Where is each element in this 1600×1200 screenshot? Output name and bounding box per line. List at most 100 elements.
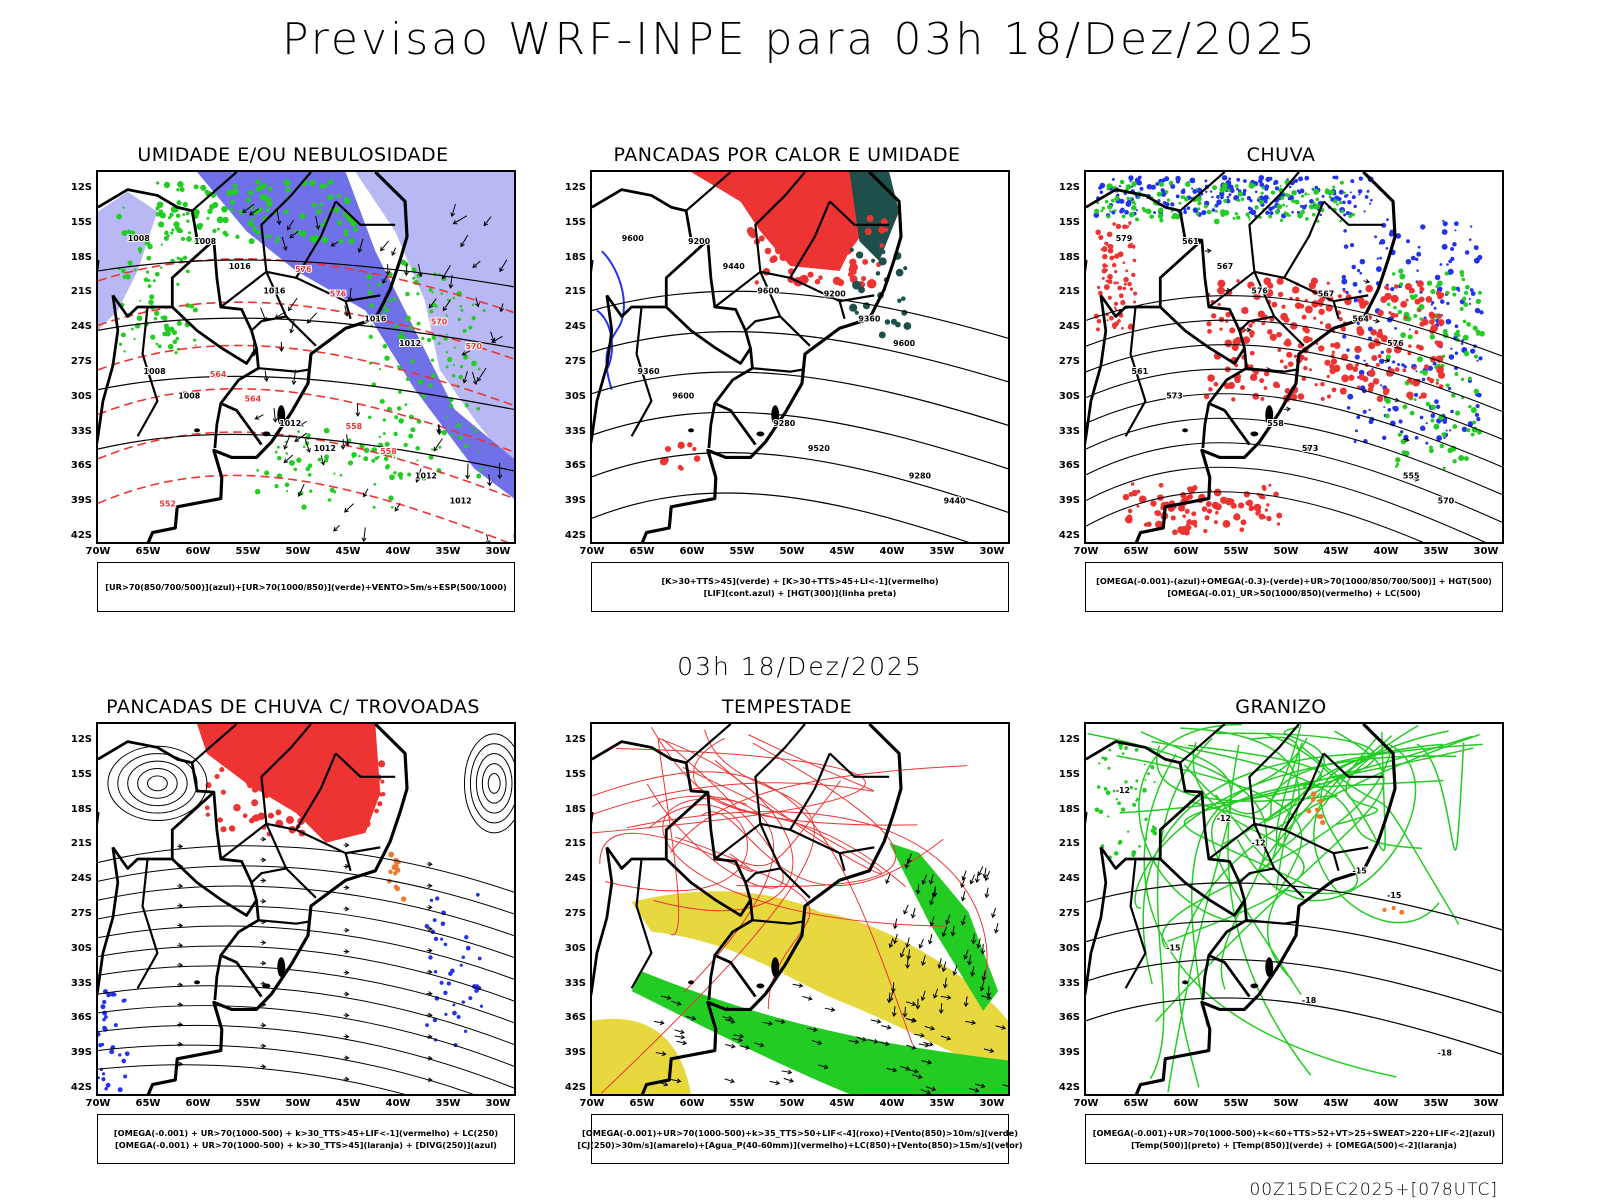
temp850-contour	[1107, 815, 1110, 818]
rain-area-low-level	[1337, 294, 1342, 299]
border-line	[714, 200, 831, 308]
rain-area-low-level	[1117, 285, 1123, 291]
low-level-humidity	[137, 246, 143, 252]
rain-area-low-level	[1292, 286, 1300, 294]
thunderstorm-area	[271, 770, 277, 775]
wind-vector	[982, 943, 984, 954]
rain-area-omega-strong	[1311, 212, 1316, 217]
low-level-humidity	[121, 230, 128, 237]
lc850-streamline	[736, 742, 897, 887]
wind-vector	[894, 918, 898, 929]
lc850-streamline	[627, 811, 988, 985]
rain-area-low-level	[1118, 293, 1124, 299]
streamline-arrow	[178, 923, 184, 928]
rain-area-omega-strong	[1213, 218, 1220, 225]
rain-area-low-level	[1208, 387, 1213, 392]
low-level-humidity	[248, 238, 255, 245]
lat-tick-label: 21S	[70, 838, 92, 850]
low-level-humidity	[179, 257, 184, 262]
wind-vector	[475, 302, 480, 308]
rain-area-low-level	[1404, 315, 1408, 320]
divergence-area	[446, 981, 452, 986]
low-level-humidity	[149, 294, 155, 300]
low-level-humidity	[470, 426, 474, 429]
rain-area-low-level	[1096, 327, 1100, 332]
rain-area-low-level	[1281, 304, 1286, 309]
rain-area-low-level	[1109, 315, 1114, 321]
low-level-humidity	[284, 482, 290, 488]
wind-vector	[304, 438, 310, 453]
rain-area-omega-strong	[1454, 372, 1459, 376]
wind-vector	[932, 892, 938, 898]
wind-vector	[442, 306, 448, 312]
streamline-arrow	[178, 1041, 184, 1047]
temp850-contour	[1177, 733, 1480, 1088]
low-level-humidity	[123, 350, 126, 353]
rain-area-omega	[1420, 224, 1426, 230]
wind-vector	[910, 913, 916, 919]
low-level-humidity	[212, 228, 217, 234]
lon-tick-label: 40W	[385, 546, 411, 557]
low-level-humidity	[445, 351, 449, 354]
wind-vector	[490, 331, 495, 342]
wind-vector	[876, 1018, 882, 1024]
panel-legend: [OMEGA(-0.001) + UR>70(1000-500) + k>30_…	[97, 1114, 515, 1164]
border-line	[605, 791, 709, 870]
legend-line: [OMEGA(-0.001) + UR>70(1000-500) + k>30_…	[113, 1128, 499, 1138]
convection-area	[660, 458, 668, 465]
rain-area-low-level	[1271, 301, 1278, 308]
rain-area-low-level	[1303, 335, 1311, 344]
border-line	[344, 300, 352, 320]
wind-vector	[861, 1037, 867, 1042]
rain-area-omega-strong	[1410, 294, 1416, 301]
omega-area	[1316, 814, 1322, 819]
low-level-humidity	[285, 489, 289, 493]
rain-area-low-level	[1207, 374, 1215, 382]
wind-vector	[924, 1042, 930, 1048]
convection-area	[809, 221, 818, 230]
low-level-humidity	[226, 189, 233, 196]
lon-tick-label: 50W	[285, 1098, 311, 1109]
wind-vector	[911, 1001, 917, 1007]
wind-vector	[730, 1019, 736, 1024]
low-level-humidity	[388, 495, 394, 501]
streamline-arrow	[1303, 447, 1310, 450]
low-level-humidity	[264, 196, 271, 203]
temp850-contour	[1117, 802, 1120, 805]
low-level-humidity	[179, 187, 185, 192]
wind-vector	[345, 441, 350, 447]
contour-label: 561	[1132, 367, 1149, 376]
streamline-arrow	[428, 947, 433, 953]
low-level-humidity	[373, 482, 377, 486]
rain-area-omega	[1273, 179, 1279, 185]
streamline-arrow	[428, 1055, 433, 1061]
temp500-contour	[1086, 882, 1502, 931]
rain-area-omega-strong	[1203, 204, 1208, 209]
lat-tick-label: 15S	[564, 216, 586, 228]
wind-vector	[889, 937, 894, 948]
temp850-contour	[1300, 745, 1460, 925]
lat-tick-label: 42S	[70, 530, 92, 541]
rain-area-low-level	[1155, 520, 1163, 529]
hgt300-contour	[592, 331, 1008, 383]
rain-area-low-level	[1276, 277, 1284, 285]
rain-area-low-level	[1240, 519, 1247, 526]
rain-area-omega-strong	[1313, 203, 1320, 210]
thickness-contour	[98, 474, 509, 542]
border-line	[265, 271, 317, 347]
border-line	[665, 306, 752, 365]
rain-area-low-level	[1224, 319, 1229, 323]
wind-vector	[905, 1017, 916, 1022]
rain-area-low-level	[1330, 358, 1338, 365]
thunderstorm-area	[356, 811, 365, 819]
wind-vector	[728, 1015, 734, 1021]
wind-vector	[780, 1019, 786, 1025]
hgt500-contour	[1086, 491, 1424, 542]
rain-area-omega-strong	[1429, 445, 1433, 450]
panel-granizo: GRANIZO 12S 15S 18S 21S 24S 27S 30S 33S 36S 39S 42S…	[1046, 696, 1516, 1176]
lon-tick-label: 40W	[1373, 1098, 1399, 1109]
streamline-arrow	[1394, 397, 1400, 403]
low-level-humidity	[185, 269, 190, 274]
thunderstorm-area	[291, 778, 298, 784]
low-level-humidity	[426, 337, 432, 343]
